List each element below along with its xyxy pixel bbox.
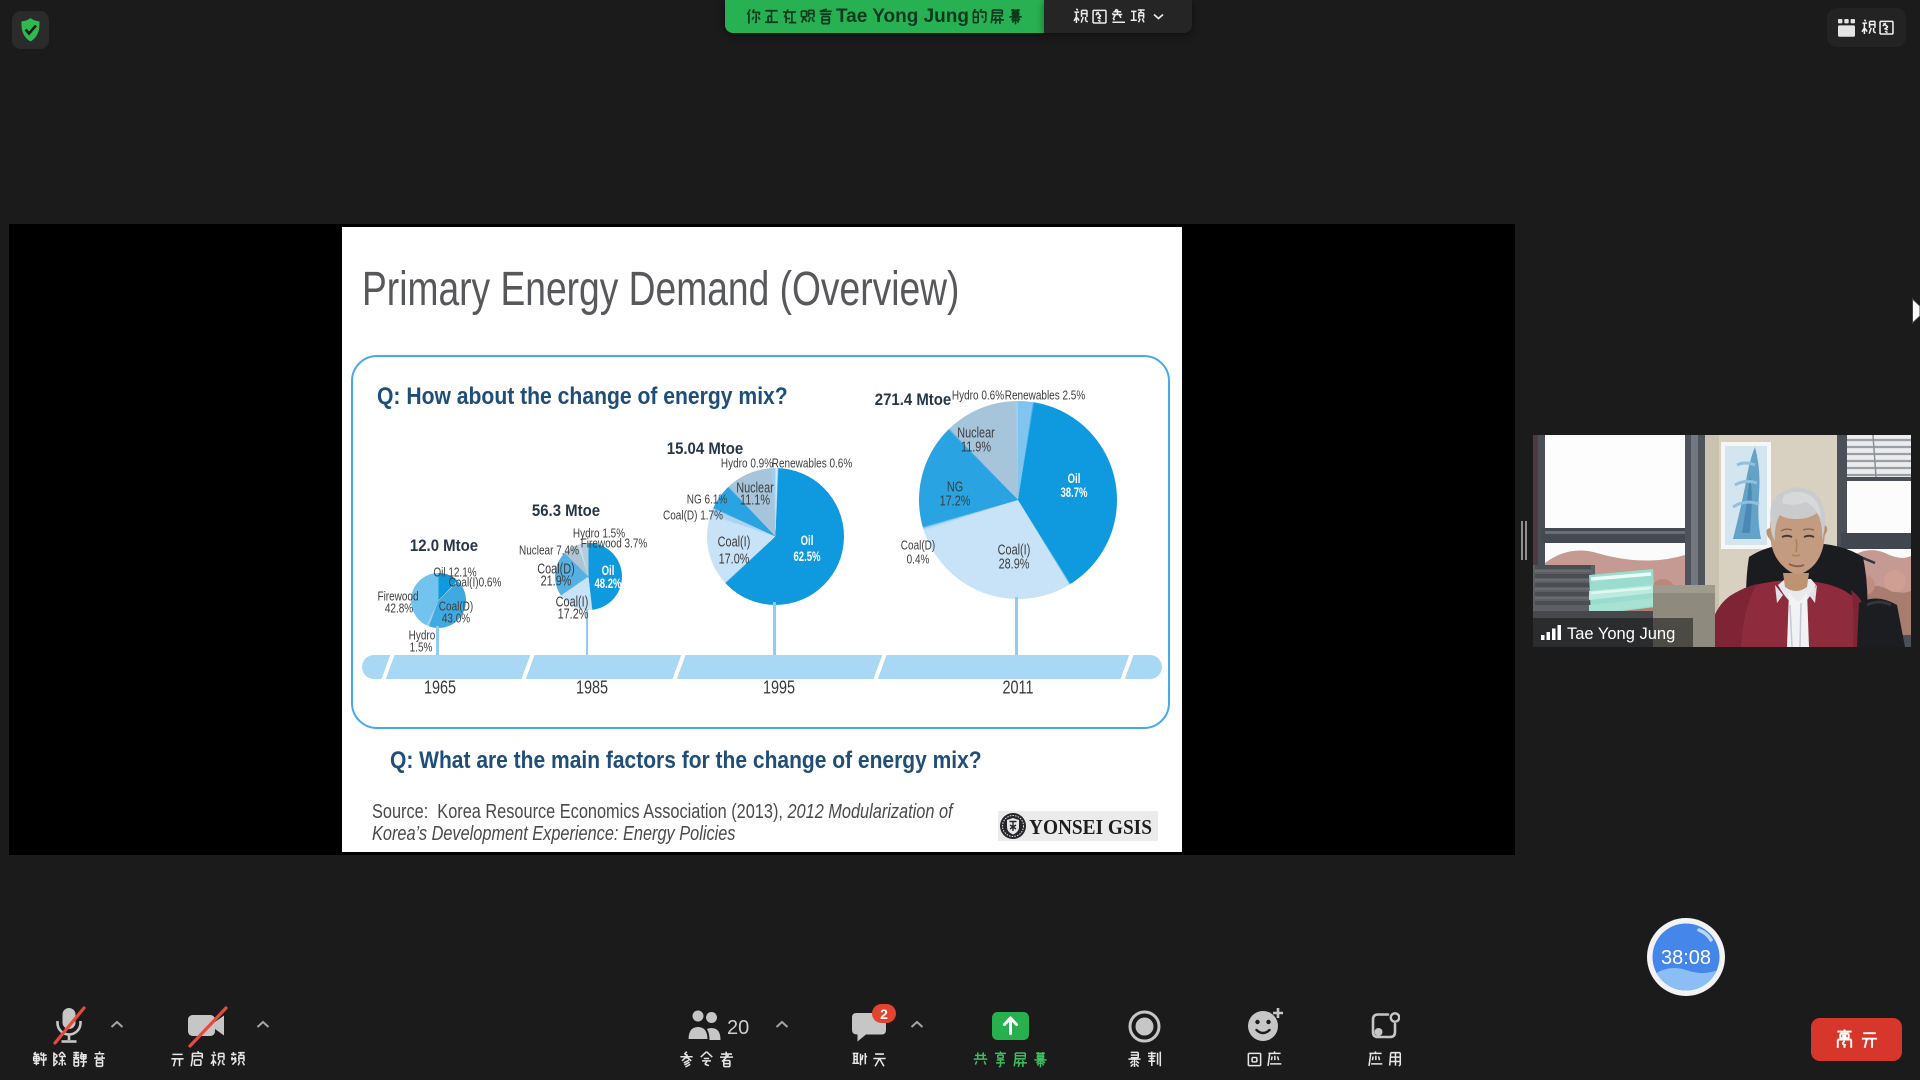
svg-text:Tae Yong Jung: Tae Yong Jung — [1567, 625, 1675, 643]
svg-text:38:08: 38:08 — [1661, 947, 1711, 969]
